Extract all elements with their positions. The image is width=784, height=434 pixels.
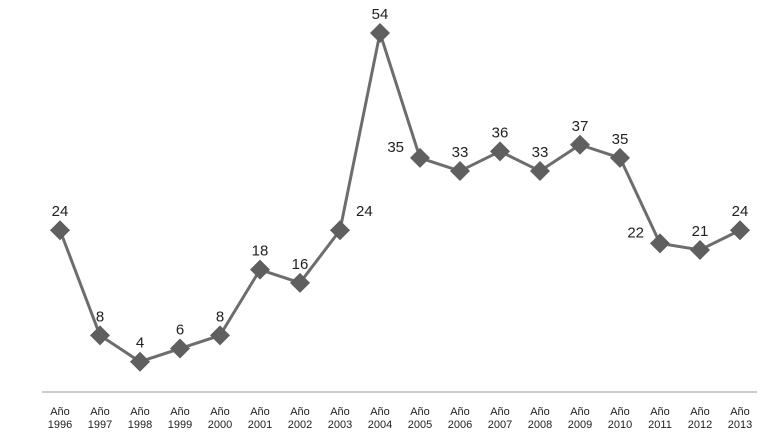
data-label: 24 bbox=[356, 203, 373, 220]
series-line bbox=[58, 31, 741, 364]
x-tick-label: Año 2012 bbox=[688, 406, 712, 431]
x-tick-label: Año 2005 bbox=[408, 406, 432, 431]
data-point-marker bbox=[170, 338, 190, 359]
data-label: 33 bbox=[532, 144, 549, 161]
data-label: 36 bbox=[492, 124, 509, 141]
data-point-marker bbox=[250, 259, 270, 280]
data-label: 8 bbox=[96, 308, 104, 325]
data-label: 24 bbox=[732, 203, 749, 220]
data-labels: 24 8 4 6 8 18 16 24 54 35 33 36 33 37 35 22 21 24 bbox=[52, 6, 749, 352]
data-label: 54 bbox=[372, 6, 389, 23]
data-label: 8 bbox=[216, 308, 224, 325]
data-label: 4 bbox=[136, 335, 144, 352]
data-point-marker bbox=[650, 233, 670, 254]
x-tick-label: Año 2001 bbox=[248, 406, 272, 431]
data-label: 35 bbox=[612, 131, 629, 148]
data-label: 18 bbox=[252, 243, 269, 260]
data-point-marker bbox=[450, 161, 470, 182]
data-point-marker bbox=[690, 239, 710, 260]
x-tick-label: Año 2007 bbox=[488, 406, 512, 431]
x-tick-label: Año 2003 bbox=[328, 406, 352, 431]
x-tick-label: Año 1998 bbox=[128, 406, 152, 431]
data-point-marker bbox=[330, 220, 350, 241]
data-label: 37 bbox=[572, 118, 589, 135]
data-label: 21 bbox=[692, 223, 709, 240]
data-point-marker bbox=[530, 161, 550, 182]
data-point-marker bbox=[730, 220, 750, 241]
data-point-marker bbox=[490, 141, 510, 162]
x-tick-label: Año 2013 bbox=[728, 406, 752, 431]
x-tick-label: Año 2010 bbox=[608, 406, 632, 431]
data-point-marker bbox=[410, 147, 430, 168]
data-point-marker bbox=[370, 23, 390, 43]
data-label: 6 bbox=[176, 322, 184, 339]
x-tick-label: Año 2011 bbox=[648, 406, 672, 431]
x-tick-label: Año 1997 bbox=[88, 406, 112, 431]
data-point-marker bbox=[610, 147, 630, 168]
data-point-marker bbox=[290, 272, 310, 293]
x-tick-label: Año 2008 bbox=[528, 406, 552, 431]
x-tick-label: Año 2004 bbox=[368, 406, 392, 431]
data-label: 22 bbox=[627, 224, 644, 241]
x-tick-label: Año 1999 bbox=[168, 406, 192, 431]
data-label: 33 bbox=[452, 144, 469, 161]
x-tick-label: Año 2009 bbox=[568, 406, 592, 431]
data-point-marker bbox=[130, 351, 150, 372]
x-tick-label: Año 2006 bbox=[448, 406, 472, 431]
data-label: 35 bbox=[387, 139, 404, 156]
data-point-marker bbox=[570, 134, 590, 155]
data-point-marker bbox=[50, 220, 70, 241]
x-tick-label: Año 1996 bbox=[48, 406, 72, 431]
x-tick-labels: Año 1996 Año 1997 Año 1998 Año 1999 Año 2000 Año 20… bbox=[48, 406, 752, 431]
data-point-marker bbox=[90, 325, 110, 346]
data-point-marker bbox=[210, 325, 230, 346]
x-tick-label: Año 2000 bbox=[208, 406, 232, 431]
data-markers bbox=[50, 23, 750, 372]
x-tick-label: Año 2002 bbox=[288, 406, 312, 431]
data-label: 16 bbox=[292, 256, 309, 273]
data-label: 24 bbox=[52, 203, 69, 220]
